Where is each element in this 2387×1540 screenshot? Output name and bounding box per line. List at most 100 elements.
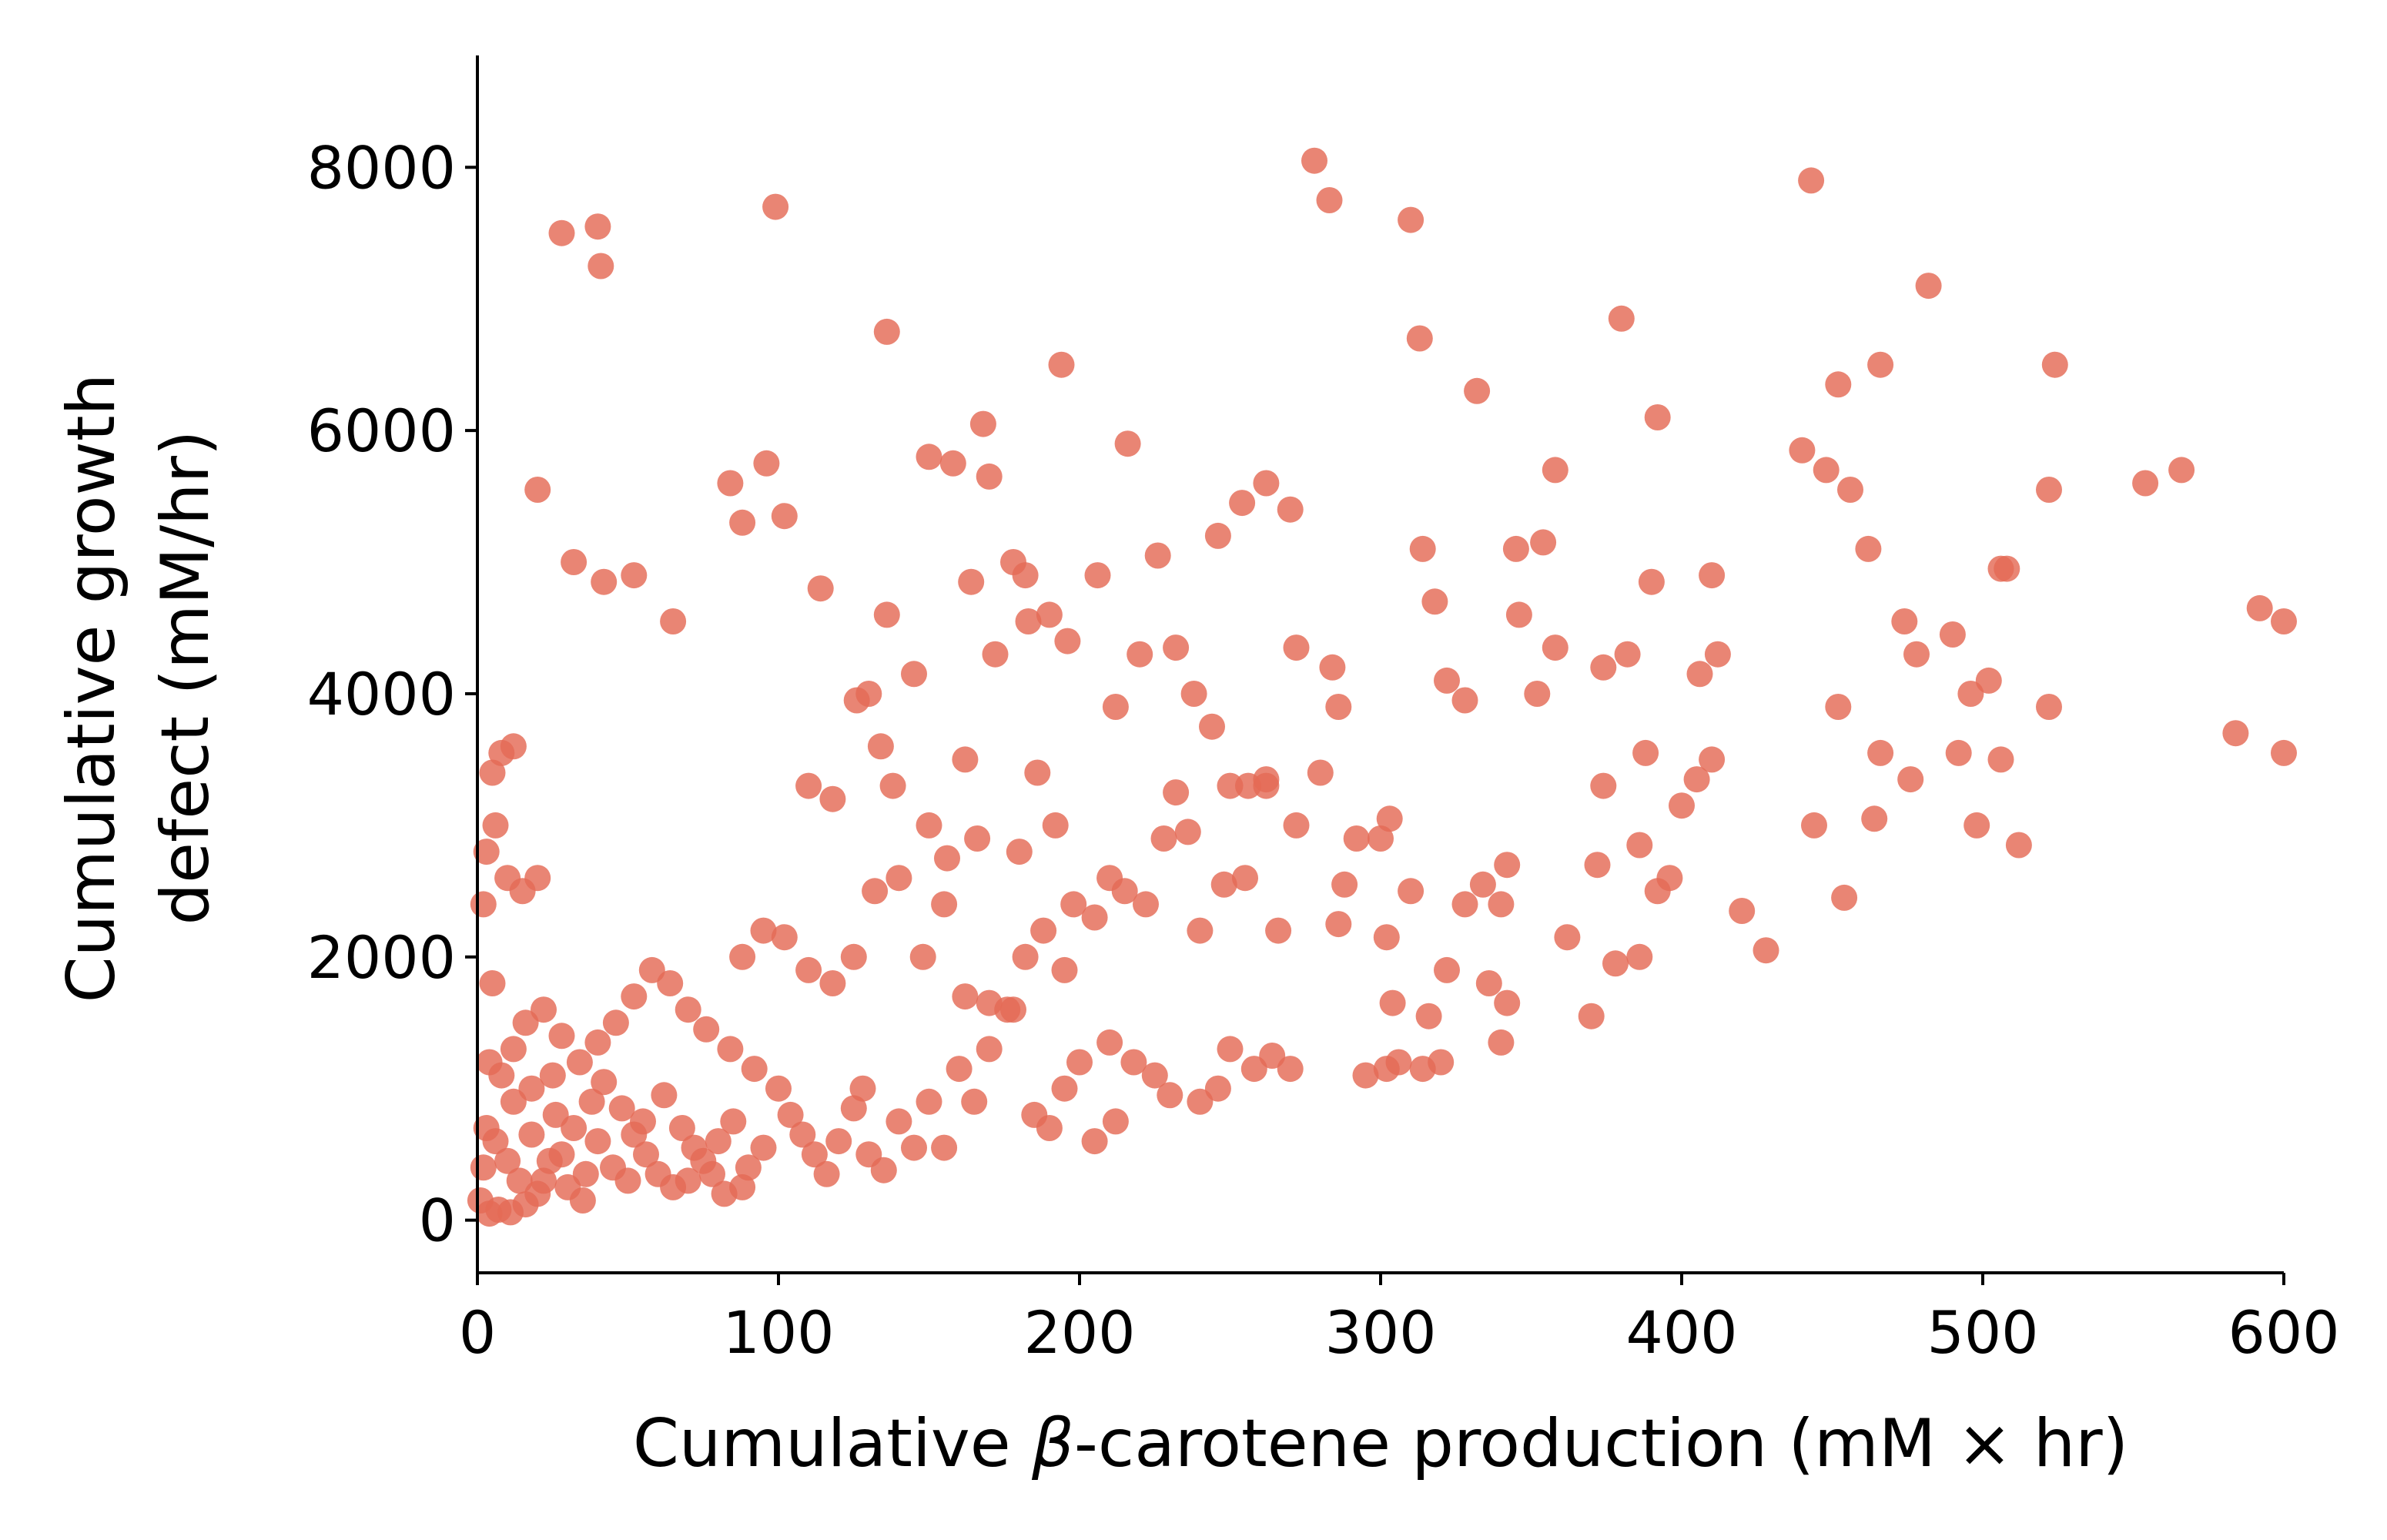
- scatter-point: [1316, 187, 1343, 213]
- scatter-point: [512, 1009, 539, 1036]
- scatter-point: [1704, 641, 1731, 668]
- x-tick-label: 300: [1324, 1298, 1436, 1367]
- scatter-point: [1421, 588, 1448, 615]
- scatter-point: [1502, 535, 1529, 562]
- scatter-point: [548, 1023, 575, 1050]
- y-tick-label: 6000: [307, 397, 456, 465]
- scatter-point: [693, 1016, 720, 1043]
- scatter-point: [1464, 377, 1491, 404]
- scatter-point: [1434, 956, 1460, 983]
- scatter-point: [2041, 351, 2068, 378]
- scatter-point: [1578, 1003, 1605, 1029]
- scatter-point: [1120, 1049, 1147, 1076]
- scatter-point: [1957, 681, 1984, 707]
- scatter-point: [2005, 832, 2032, 859]
- scatter-point: [1602, 950, 1629, 977]
- scatter-point: [1626, 832, 1653, 859]
- scatter-point: [964, 825, 991, 852]
- scatter-point: [1265, 917, 1292, 944]
- scatter-point: [1867, 351, 1894, 378]
- scatter-point: [651, 1082, 678, 1109]
- scatter-point: [813, 1160, 840, 1187]
- scatter-point: [1494, 989, 1521, 1016]
- scatter-point: [909, 943, 936, 970]
- scatter-point: [1102, 1108, 1129, 1135]
- scatter-point: [931, 1134, 958, 1161]
- scatter-point: [1994, 555, 2020, 582]
- scatter-point: [717, 1036, 744, 1063]
- scatter-point: [518, 1121, 545, 1148]
- scatter-point: [1157, 1082, 1183, 1109]
- scatter-point: [1379, 989, 1406, 1016]
- scatter-point: [801, 1141, 828, 1168]
- y-axis-title: Cumulative growth defect (mM/hr): [53, 353, 224, 1003]
- scatter-point: [1060, 891, 1087, 918]
- scatter-point: [1133, 891, 1159, 918]
- scatter-point: [1831, 884, 1858, 911]
- scatter-point: [500, 1088, 527, 1115]
- scatter-point: [840, 943, 867, 970]
- scatter-point: [946, 1056, 973, 1083]
- scatter-point: [777, 1101, 804, 1128]
- scatter-point: [2222, 720, 2249, 747]
- scatter-point: [473, 839, 500, 865]
- scatter-point: [931, 891, 958, 918]
- scatter-point: [1343, 825, 1370, 852]
- scatter-point: [1015, 608, 1042, 634]
- scatter-point: [621, 983, 648, 1010]
- scatter-point: [762, 193, 789, 220]
- y-axis-ticks: 0 2000 4000 6000 8000: [307, 133, 477, 1255]
- scatter-point: [1036, 1115, 1063, 1141]
- scatter-point: [566, 1049, 593, 1076]
- scatter-point: [916, 444, 942, 470]
- scatter-point: [1253, 766, 1280, 793]
- scatter-point: [668, 1115, 695, 1141]
- scatter-point: [819, 970, 846, 996]
- scatter-point: [657, 970, 684, 996]
- scatter-point: [1141, 1062, 1168, 1089]
- scatter-point: [591, 568, 618, 595]
- scatter-point: [1066, 1049, 1093, 1076]
- scatter-point: [1114, 430, 1141, 457]
- scatter-point: [807, 575, 834, 602]
- scatter-point: [482, 812, 509, 839]
- scatter-point: [1494, 852, 1521, 879]
- scatter-point: [1217, 772, 1244, 799]
- x-axis-ticks: 0 100 200 300 400 500 600: [459, 1273, 2340, 1367]
- scatter-point: [961, 1088, 988, 1115]
- scatter-point: [795, 956, 822, 983]
- scatter-point: [1801, 812, 1827, 839]
- scatter-point: [1331, 871, 1358, 898]
- x-tick-label: 400: [1625, 1298, 1737, 1367]
- scatter-point: [482, 1128, 509, 1155]
- scatter-point: [873, 601, 900, 628]
- scatter-point: [976, 1036, 1003, 1063]
- scatter-point: [1307, 759, 1334, 786]
- scatter-point: [1614, 641, 1641, 668]
- scatter-point: [873, 318, 900, 345]
- scatter-point: [1590, 772, 1617, 799]
- scatter-point: [1475, 970, 1502, 996]
- scatter-point: [1204, 1075, 1231, 1102]
- scatter-point: [1524, 681, 1551, 707]
- scatter-point: [1232, 865, 1258, 892]
- y-axis-title-line-1: Cumulative growth: [53, 373, 130, 1003]
- scatter-point: [1632, 739, 1659, 766]
- scatter-point: [1891, 608, 1918, 634]
- scatter-point: [539, 1062, 566, 1089]
- scatter-point: [939, 450, 966, 477]
- scatter-point: [1428, 1049, 1455, 1076]
- scatter-point: [1187, 917, 1214, 944]
- scatter-point: [729, 1173, 756, 1200]
- scatter-point: [602, 1009, 629, 1036]
- scatter-point: [1111, 878, 1138, 905]
- scatter-point: [630, 1108, 656, 1135]
- scatter-point: [1825, 694, 1852, 720]
- scatter-point: [1376, 805, 1403, 832]
- scatter-point: [1084, 562, 1111, 589]
- scatter-point: [608, 1095, 635, 1122]
- scatter-point: [879, 772, 906, 799]
- scatter-point: [2132, 470, 2159, 497]
- scatter-point: [2168, 457, 2195, 484]
- scatter-point: [1036, 601, 1063, 628]
